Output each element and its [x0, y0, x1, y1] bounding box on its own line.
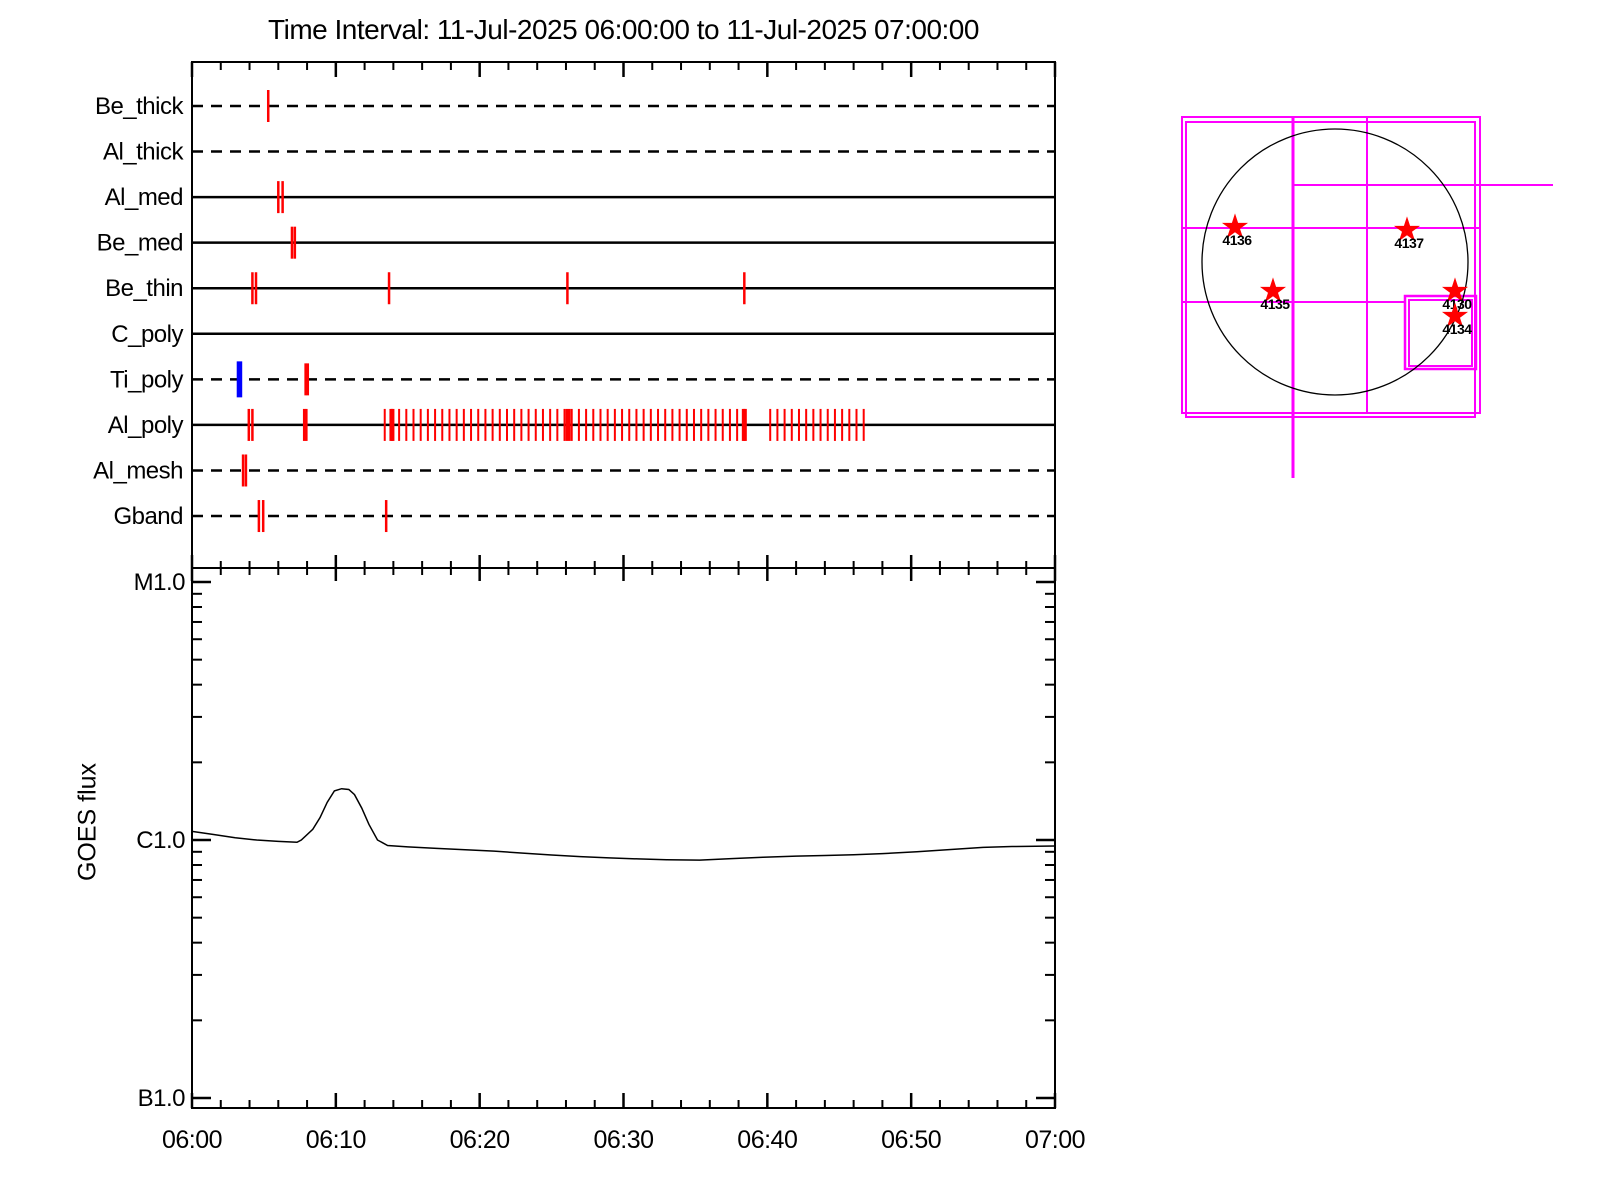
x-tick-label-06:50: 06:50	[881, 1126, 941, 1154]
goes-y-tick-label-C1.0: C1.0	[136, 827, 185, 854]
active-region-star-4135: ★	[1258, 272, 1288, 310]
active-region-label-4135: 4135	[1260, 296, 1290, 312]
timeline-panel-frame	[191, 61, 1056, 569]
goes-flux-curve	[191, 787, 1056, 861]
x-tick-label-07:00: 07:00	[1025, 1126, 1085, 1154]
filter-row-label-Al_thick: Al_thick	[103, 139, 185, 166]
fov-rect-3	[1408, 299, 1473, 367]
filter-row-label-Al_poly: Al_poly	[108, 412, 184, 439]
goes-y-tick-label-B1.0: B1.0	[138, 1085, 186, 1112]
filter-row-label-Al_med: Al_med	[105, 184, 183, 211]
x-tick-label-06:20: 06:20	[450, 1126, 510, 1154]
filter-row-label-Al_mesh: Al_mesh	[93, 457, 183, 484]
filter-row-label-Be_med: Be_med	[97, 230, 183, 257]
x-tick-label-06:30: 06:30	[593, 1126, 653, 1154]
fov-rect-0	[1181, 116, 1481, 414]
active-region-label-4136: 4136	[1222, 232, 1252, 248]
goes-y-tick-label-M1.0: M1.0	[134, 569, 186, 596]
active-region-star-4130: ★	[1440, 272, 1470, 310]
solar-disk-fov-map: ★4136 ★4137★4135 ★4130★4134	[1181, 116, 1553, 478]
filter-row-label-Gband: Gband	[113, 503, 183, 530]
x-tick-label-06:00: 06:00	[162, 1126, 222, 1154]
filter-row-label-C_poly: C_poly	[111, 321, 183, 348]
chart-title: Time Interval: 11-Jul-2025 06:00:00 to 1…	[268, 14, 979, 45]
solar-limb-circle	[1201, 128, 1469, 396]
x-tick-label-06:10: 06:10	[306, 1126, 366, 1154]
filter-row-label-Ti_poly: Ti_poly	[110, 366, 183, 393]
x-tick-label-06:40: 06:40	[737, 1126, 797, 1154]
active-region-label-4134: 4134	[1442, 321, 1472, 337]
active-region-label-4130: 4130	[1442, 296, 1472, 312]
goes-panel-frame	[191, 567, 1056, 1109]
fov-rect-2	[1403, 294, 1478, 371]
filter-row-label-Be_thick: Be_thick	[95, 93, 185, 120]
active-region-star-4137: ★	[1392, 211, 1422, 249]
active-region-label-4137: 4137	[1394, 235, 1424, 251]
active-region-star-4136: ★	[1220, 208, 1250, 246]
fov-rect-1	[1185, 121, 1476, 418]
active-region-star-4134: ★	[1440, 297, 1470, 335]
filter-row-label-Be_thin: Be_thin	[105, 275, 183, 302]
